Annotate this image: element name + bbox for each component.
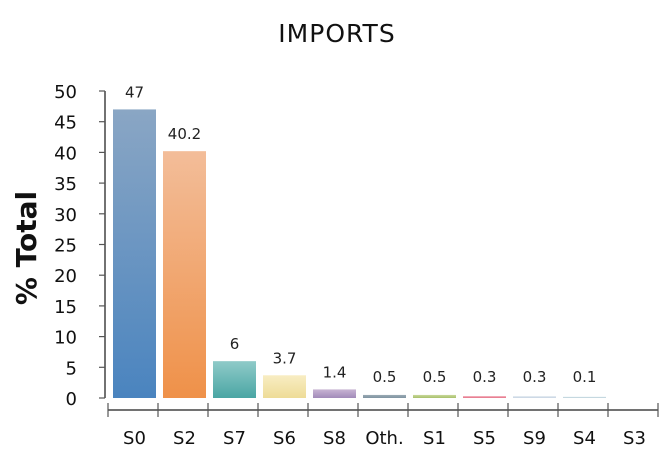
bar-s4 (563, 396, 606, 398)
bar-oth (363, 394, 406, 398)
y-tick-label: 35 (54, 174, 77, 195)
bar-s1 (413, 394, 456, 398)
data-label: 0.1 (573, 368, 597, 386)
data-label: 6 (230, 335, 240, 353)
data-labels: 47 40.2 6 3.7 1.4 0.5 0.5 0.3 0.3 0.1 (125, 83, 596, 386)
x-category-label: S4 (573, 428, 596, 449)
data-label: 1.4 (323, 363, 347, 381)
y-tick-label: 30 (54, 205, 77, 226)
data-label: 3.7 (273, 349, 297, 367)
x-category-label: S0 (123, 428, 146, 449)
bar-s7 (213, 361, 256, 398)
bar-s8 (313, 389, 356, 398)
data-label: 40.2 (168, 125, 201, 143)
bar-s0 (113, 109, 156, 399)
y-tick-label: 0 (66, 389, 77, 410)
bar-s9 (513, 396, 556, 398)
data-label: 0.3 (523, 368, 547, 386)
x-category-label: S1 (423, 428, 446, 449)
y-tick-label: 45 (54, 113, 77, 134)
y-tick-label: 10 (54, 328, 77, 349)
y-tick-label: 25 (54, 236, 77, 257)
y-axis-label: % Total (10, 191, 43, 305)
bar-s6 (263, 375, 306, 398)
y-tick-label: 15 (54, 297, 77, 318)
x-category-label: S2 (173, 428, 196, 449)
x-axis: S0 S2 S7 S6 S8 Oth. S1 S5 S9 S4 S3 (107, 403, 659, 449)
data-label: 0.3 (473, 368, 497, 386)
data-label: 47 (125, 83, 144, 101)
y-tick-label: 40 (54, 143, 77, 164)
y-tick-label: 5 (66, 358, 77, 379)
x-category-label: Oth. (365, 428, 403, 449)
y-tick-label: 50 (54, 82, 77, 103)
bars (113, 109, 606, 399)
chart-title: IMPORTS (278, 19, 395, 48)
x-category-label: S7 (223, 428, 246, 449)
data-label: 0.5 (373, 368, 397, 386)
bar-s5 (463, 396, 506, 398)
data-label: 0.5 (423, 368, 447, 386)
bar-s2 (163, 151, 206, 398)
y-axis: 0 5 10 15 20 25 30 35 40 45 50 (54, 82, 106, 410)
x-category-label: S9 (523, 428, 546, 449)
y-tick-label: 20 (54, 266, 77, 287)
x-category-label: S3 (623, 428, 646, 449)
x-category-label: S8 (323, 428, 346, 449)
x-category-label: S5 (473, 428, 496, 449)
x-category-label: S6 (273, 428, 296, 449)
